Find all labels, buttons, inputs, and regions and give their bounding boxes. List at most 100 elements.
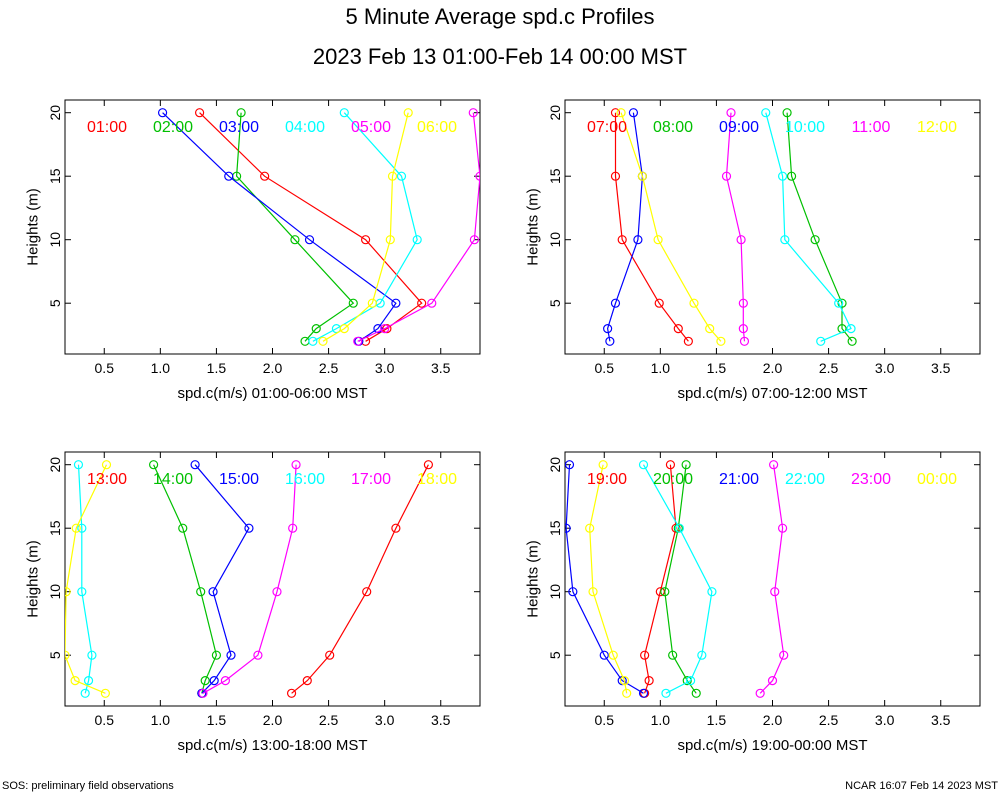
x-tick-label: 2.0 (763, 712, 783, 728)
data-point (304, 235, 315, 245)
data-point (77, 587, 87, 597)
y-tick-label: 15 (47, 520, 63, 536)
y-axis-label: Heights (m) (525, 540, 542, 618)
data-point (644, 675, 654, 686)
plot-data-area (603, 108, 857, 346)
series-line (786, 112, 853, 342)
data-point (71, 523, 81, 533)
data-point (339, 108, 349, 118)
data-point (847, 336, 857, 346)
plot-frame (64, 451, 481, 707)
data-point (816, 336, 826, 346)
data-point (619, 675, 630, 686)
series-line (65, 464, 108, 694)
data-point (286, 688, 297, 698)
data-point (608, 650, 618, 660)
data-point (622, 688, 632, 698)
legend-label: 17:00 (351, 471, 391, 488)
series-line (235, 112, 355, 342)
data-point (674, 523, 685, 533)
data-point (190, 460, 200, 470)
data-point (272, 587, 282, 597)
data-point (637, 171, 647, 181)
series-line (614, 112, 689, 342)
series-line (765, 112, 852, 342)
data-point (65, 587, 71, 597)
data-point (779, 650, 789, 660)
x-tick-label: 1.0 (651, 712, 671, 728)
y-axis-label: Heights (m) (525, 188, 542, 266)
legend-label: 03:00 (219, 119, 259, 136)
legend-label: 04:00 (285, 119, 325, 136)
data-point (209, 675, 219, 686)
y-tick-label: 10 (47, 232, 63, 248)
x-tick-label: 1.5 (207, 360, 227, 376)
series-line (606, 112, 644, 342)
legend-label: 06:00 (417, 119, 457, 136)
data-point (654, 298, 664, 308)
y-tick-label: 10 (47, 584, 63, 600)
data-point (70, 675, 80, 686)
data-point (721, 171, 732, 181)
data-point (665, 460, 676, 470)
data-point (226, 650, 236, 660)
footer-right-note: NCAR 16:07 Feb 14 2023 MST (845, 780, 998, 792)
plot-data-area (157, 108, 480, 346)
data-point (638, 460, 649, 470)
data-point (387, 171, 398, 181)
legend-label: 12:00 (917, 119, 957, 136)
data-point (427, 298, 437, 308)
series-line (291, 464, 429, 694)
plot-frame (564, 451, 981, 707)
data-point (761, 108, 771, 118)
x-tick-label: 1.0 (151, 360, 171, 376)
x-tick-label: 1.0 (151, 712, 171, 728)
x-tick-label: 3.5 (431, 360, 451, 376)
data-point (290, 235, 300, 245)
data-point (302, 675, 312, 686)
data-point (362, 587, 372, 597)
data-point (417, 298, 427, 308)
footer-left-note: SOS: preliminary field observations (2, 780, 174, 792)
plot-panel-4: 0.5 1.0 1.5 2.0 2.5 3.0 3.5 5 10 15 20 spd.c(m/s) 1… (525, 451, 981, 754)
data-point (767, 675, 778, 686)
y-tick-label: 15 (547, 168, 563, 184)
data-point (380, 324, 390, 334)
y-tick-label: 20 (47, 105, 63, 121)
data-point (707, 587, 717, 597)
data-point (423, 460, 434, 470)
y-tick-label: 5 (47, 299, 63, 307)
data-point (738, 298, 748, 308)
y-tick-label: 10 (547, 232, 563, 248)
x-tick-label: 0.5 (95, 712, 115, 728)
x-axis-label: spd.c(m/s) 01:00-06:00 MST (177, 385, 367, 402)
data-point (610, 171, 621, 181)
data-point (220, 675, 230, 686)
data-point (308, 336, 318, 346)
data-point (208, 587, 218, 597)
y-tick-label: 20 (47, 457, 63, 473)
data-point (100, 688, 110, 698)
series-line (589, 464, 628, 694)
x-tick-label: 2.5 (319, 712, 339, 728)
plot-data-area (65, 460, 434, 698)
series-line (620, 112, 722, 342)
legend-label: 18:00 (417, 471, 457, 488)
data-point (348, 298, 358, 308)
data-point (599, 650, 609, 660)
y-tick-label: 5 (547, 299, 563, 307)
x-tick-label: 3.0 (375, 712, 395, 728)
data-point (777, 171, 788, 181)
legend-label: 01:00 (87, 119, 127, 136)
y-axis-label: Heights (m) (25, 540, 42, 618)
legend-label: 00:00 (917, 471, 957, 488)
data-point (686, 675, 696, 686)
data-point (605, 336, 615, 346)
legend-label: 23:00 (851, 471, 891, 488)
data-point (149, 460, 159, 470)
y-tick-label: 15 (547, 520, 563, 536)
data-point (585, 523, 595, 533)
data-point (194, 108, 205, 118)
data-point (810, 235, 820, 245)
data-point (705, 324, 715, 334)
